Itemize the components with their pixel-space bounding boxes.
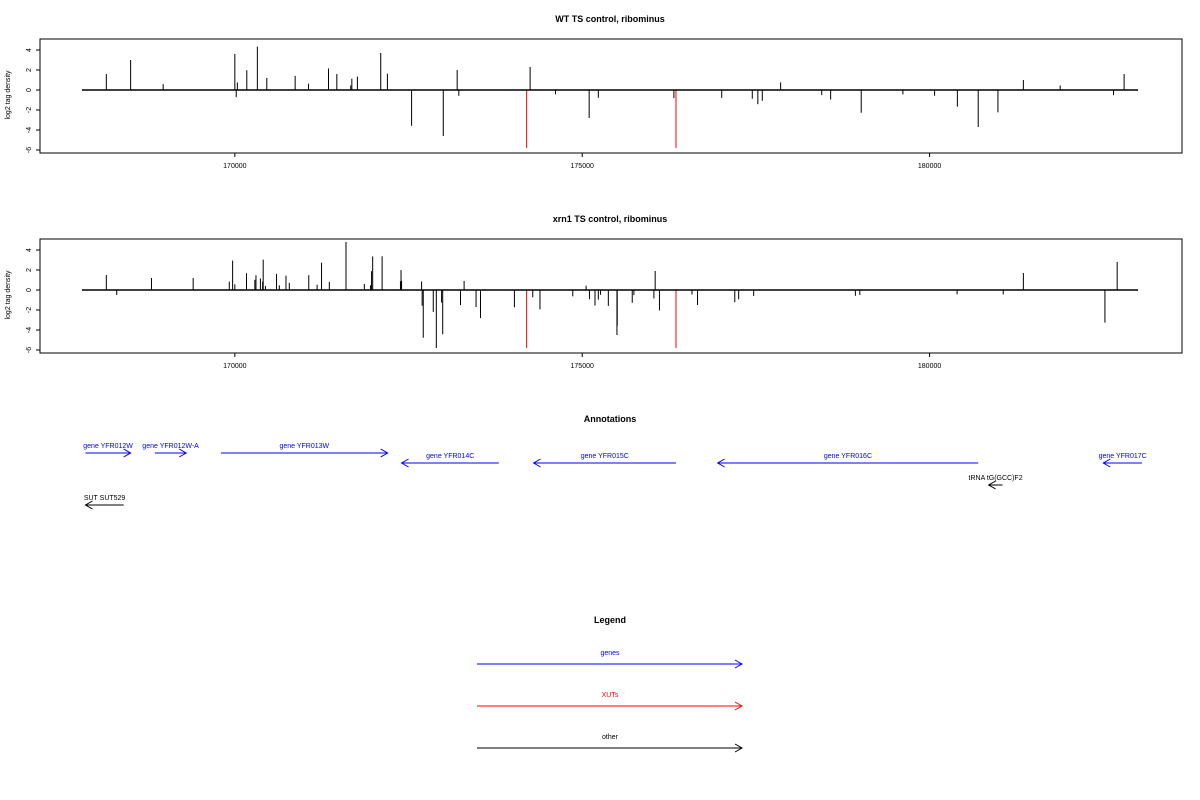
y-axis-label: log2 tag density bbox=[5, 70, 12, 120]
annotation-feature: SUT SUT529 bbox=[84, 495, 126, 510]
annotations-title: Annotations bbox=[584, 414, 637, 424]
y-tick-label: 2 bbox=[26, 268, 33, 272]
legend: Legend genes XUTs other bbox=[477, 615, 744, 753]
panel-title: WT TS control, ribominus bbox=[555, 14, 665, 24]
legend-item-other: other bbox=[477, 734, 744, 753]
legend-arrow-head bbox=[734, 659, 744, 669]
feature-label: gene YFR014C bbox=[426, 453, 474, 460]
feature-arrow-head bbox=[400, 458, 409, 468]
plot-frame bbox=[39, 238, 1183, 354]
feature-label: gene YFR012W bbox=[83, 443, 133, 450]
x-tick-label: 180000 bbox=[918, 363, 941, 370]
x-tick-label: 170000 bbox=[223, 163, 246, 170]
y-tick-label: -6 bbox=[26, 147, 33, 153]
x-tick-label: 175000 bbox=[571, 363, 594, 370]
y-tick-label: -2 bbox=[26, 307, 33, 313]
legend-label: other bbox=[602, 734, 619, 741]
legend-item-xuts: XUTs bbox=[477, 692, 744, 711]
density-bars bbox=[105, 242, 1118, 348]
x-tick-label: 175000 bbox=[571, 163, 594, 170]
annotations-track: Annotations gene YFR012W gene YFR012W-A ge… bbox=[83, 414, 1147, 510]
feature-arrow-head bbox=[1102, 458, 1111, 468]
xrn1-density-panel: xrn1 TS control, ribominus log2 tag dens… bbox=[5, 214, 1183, 370]
plot-frame bbox=[39, 38, 1183, 154]
annotation-feature: gene YFR015C bbox=[532, 453, 676, 468]
annotation-feature: gene YFR014C bbox=[400, 453, 499, 468]
x-tick-label: 180000 bbox=[918, 163, 941, 170]
feature-arrow-head bbox=[380, 448, 389, 458]
feature-arrow-head bbox=[987, 480, 996, 490]
legend-item-genes: genes bbox=[477, 650, 744, 669]
y-tick-label: -4 bbox=[26, 327, 33, 333]
annotation-feature: gene YFR017C bbox=[1099, 453, 1147, 468]
y-tick-label: 0 bbox=[26, 88, 33, 92]
feature-label: SUT SUT529 bbox=[84, 495, 126, 502]
feature-label: tRNA tG(GCC)F2 bbox=[969, 475, 1023, 482]
y-tick-label: -2 bbox=[26, 107, 33, 113]
annotation-feature: gene YFR012W bbox=[83, 443, 133, 458]
y-tick-label: -4 bbox=[26, 127, 33, 133]
legend-arrow-head bbox=[734, 701, 744, 711]
y-tick-label: 4 bbox=[26, 248, 33, 252]
y-tick-label: 4 bbox=[26, 48, 33, 52]
y-tick-label: 0 bbox=[26, 288, 33, 292]
annotation-feature: gene YFR016C bbox=[716, 453, 979, 468]
highlight-bars bbox=[526, 290, 677, 348]
feature-label: gene YFR016C bbox=[824, 453, 872, 460]
y-tick-label: 2 bbox=[26, 68, 33, 72]
axes: 4 2 0 -2 -4 -6 170000 175000 180000 bbox=[26, 48, 1138, 170]
highlight-bars bbox=[526, 90, 677, 148]
legend-arrow-head bbox=[734, 743, 744, 753]
y-axis-label: log2 tag density bbox=[5, 270, 12, 320]
feature-label: gene YFR017C bbox=[1099, 453, 1147, 460]
legend-label: genes bbox=[600, 650, 620, 657]
feature-arrow-head bbox=[532, 458, 541, 468]
feature-arrow-head bbox=[84, 500, 93, 510]
panel-title: xrn1 TS control, ribominus bbox=[553, 214, 668, 224]
density-bars bbox=[105, 46, 1125, 136]
x-tick-label: 170000 bbox=[223, 363, 246, 370]
legend-title: Legend bbox=[594, 615, 626, 625]
feature-arrow-head bbox=[178, 448, 188, 458]
annotation-feature: tRNA tG(GCC)F2 bbox=[969, 475, 1023, 490]
feature-arrow-head bbox=[716, 458, 725, 468]
annotation-feature: gene YFR013W bbox=[220, 443, 389, 458]
feature-label: gene YFR015C bbox=[581, 453, 629, 460]
feature-label: gene YFR012W-A bbox=[142, 443, 199, 450]
feature-arrow-head bbox=[123, 448, 132, 458]
axes: 4 2 0 -2 -4 -6 170000 175000 180000 bbox=[26, 248, 1138, 370]
y-tick-label: -6 bbox=[26, 347, 33, 353]
feature-label: gene YFR013W bbox=[279, 443, 329, 450]
annotation-feature: gene YFR012W-A bbox=[142, 443, 199, 458]
wt-density-panel: WT TS control, ribominus log2 tag densit… bbox=[5, 14, 1183, 170]
legend-label: XUTs bbox=[602, 692, 619, 699]
